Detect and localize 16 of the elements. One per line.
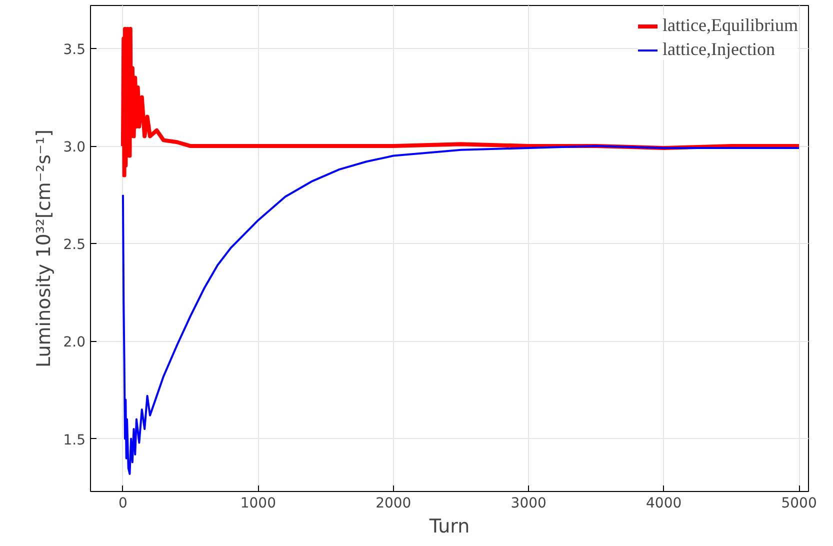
y-tick-label: 3.5 [63, 42, 86, 58]
x-tick-label: 2000 [376, 496, 412, 512]
y-tick-label: 2.0 [63, 334, 86, 351]
y-tick-label: 3.0 [63, 140, 86, 156]
x-tick-label: 0 [118, 496, 128, 512]
x-tick-label: 3000 [510, 496, 546, 512]
y-axis-title: Luminosity 10³²[cm⁻²s⁻¹] [33, 129, 56, 368]
x-axis-title: Turn [428, 516, 470, 538]
x-tick-label: 5000 [781, 496, 817, 512]
x-tick-label: 1000 [240, 496, 276, 512]
line-series [122, 145, 800, 475]
legend-label: lattice,Equilibrium [662, 15, 798, 36]
y-tick-label: 1.5 [63, 432, 86, 448]
y-tick-label: 2.5 [63, 237, 86, 254]
x-tick-label: 4000 [646, 496, 682, 512]
legend-label: lattice,Injection [662, 39, 775, 60]
